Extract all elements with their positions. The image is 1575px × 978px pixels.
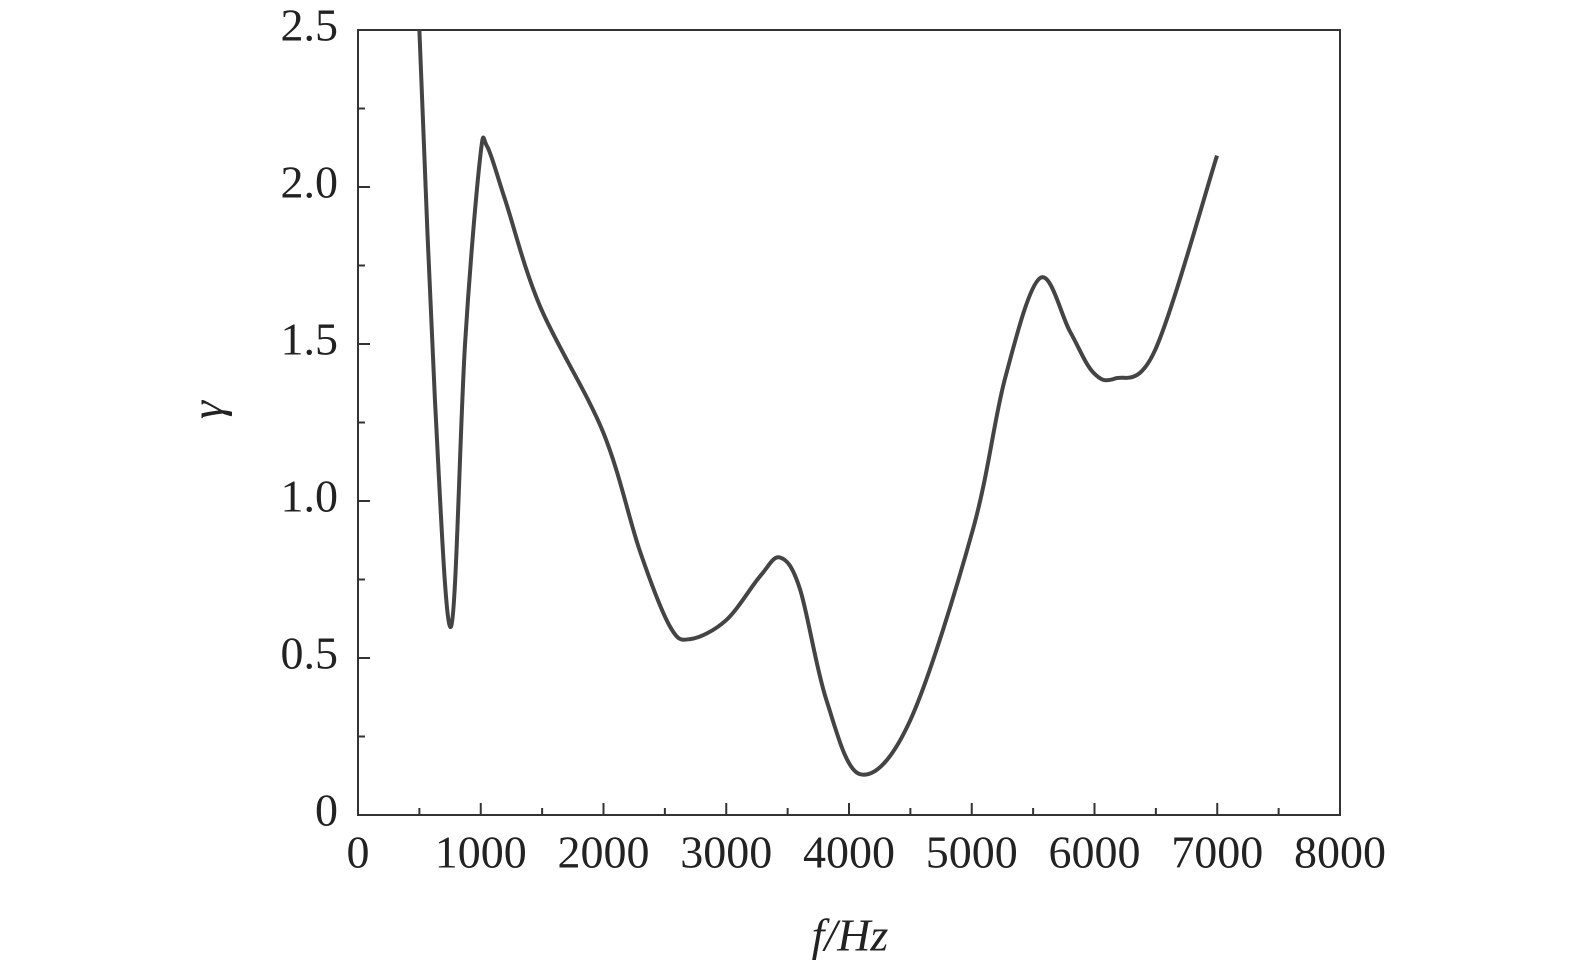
plot-frame [357, 29, 1341, 816]
data-line [417, 29, 1219, 777]
x-tick-label: 4000 [803, 827, 895, 878]
x-tick-label: 2000 [558, 827, 650, 878]
x-tick-label: 7000 [1171, 827, 1263, 878]
y-tick-label: 0.5 [281, 628, 339, 679]
y-tick-label: 0 [315, 785, 338, 836]
x-axis-label: f/Hz [812, 910, 889, 961]
x-tick-label: 1000 [435, 827, 527, 878]
x-tick-label: 0 [347, 827, 370, 878]
y-axis-label: γ [182, 399, 233, 419]
y-tick-label: 2.0 [281, 157, 339, 208]
x-tick-label: 6000 [1049, 827, 1141, 878]
y-tick-label: 1.0 [281, 471, 339, 522]
x-tick-label: 5000 [926, 827, 1018, 878]
y-tick-label: 1.5 [281, 314, 339, 365]
y-tick-label: 2.5 [281, 0, 339, 51]
x-tick-label: 8000 [1294, 827, 1386, 878]
x-tick-label: 3000 [680, 827, 772, 878]
